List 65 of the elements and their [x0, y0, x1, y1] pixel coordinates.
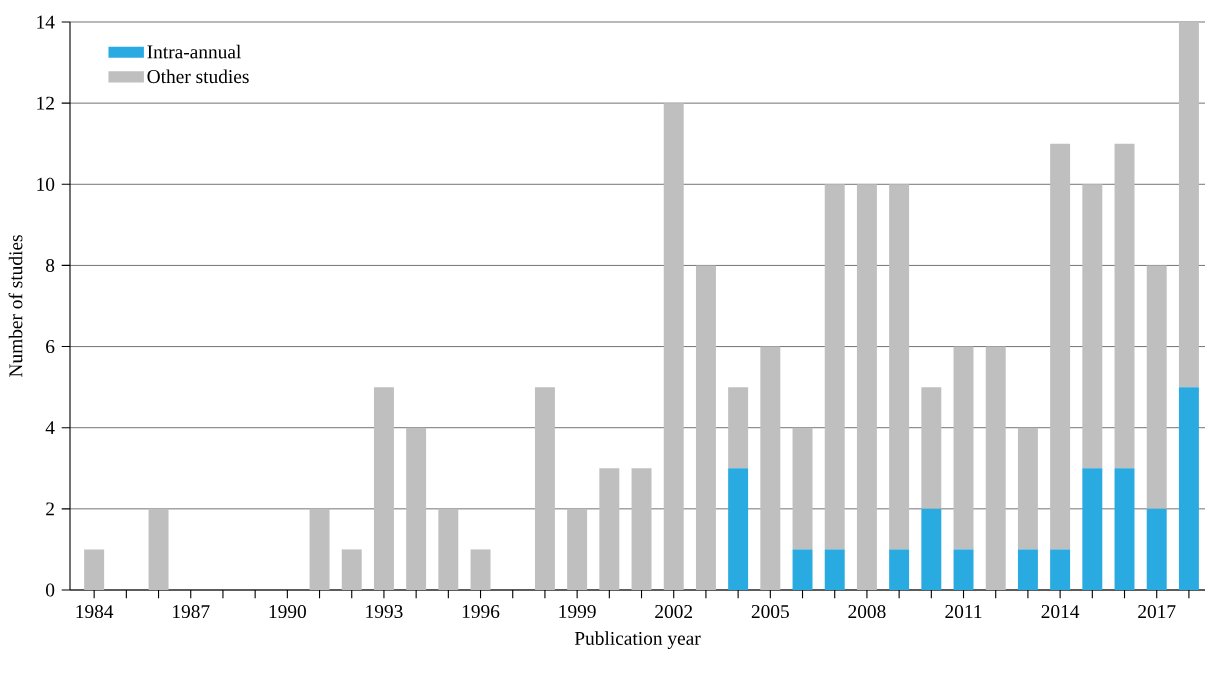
x-tick-label: 1984 [76, 605, 114, 619]
bar [567, 508, 588, 590]
bar [953, 346, 974, 550]
bar [1178, 387, 1199, 590]
bar [792, 427, 813, 550]
bar [921, 508, 942, 590]
bar [695, 265, 716, 590]
bar [760, 346, 781, 590]
bar [631, 468, 652, 590]
bar [1082, 468, 1103, 590]
bar [985, 346, 1006, 590]
bar [309, 508, 330, 590]
bar [728, 387, 749, 469]
x-tick-label: 1993 [366, 605, 403, 619]
y-tick-label: 8 [46, 258, 55, 272]
x-tick-label: 2002 [655, 605, 693, 619]
bar [1178, 21, 1199, 388]
bar [824, 184, 845, 550]
bar [1146, 265, 1167, 509]
bar [470, 549, 491, 590]
y-tick-label: 6 [46, 340, 55, 354]
y-tick-label: 12 [37, 96, 54, 110]
y-tick-label: 2 [46, 502, 54, 516]
x-tick-label: 1990 [269, 605, 306, 619]
bar [84, 549, 105, 590]
bar [792, 549, 813, 590]
x-tick-label: 1996 [462, 605, 500, 619]
x-tick-label: 2008 [848, 605, 886, 619]
x-tick-label: 2014 [1041, 605, 1080, 619]
bar [1146, 508, 1167, 590]
x-tick-label: 1987 [173, 605, 210, 619]
bar [953, 549, 974, 590]
bar [373, 387, 394, 590]
bar [856, 184, 877, 590]
bar [599, 468, 620, 590]
y-tick-label: 4 [45, 421, 55, 435]
bar [889, 184, 910, 550]
legend-label: Intra-annual [147, 44, 241, 59]
bar [341, 549, 362, 590]
bar [663, 103, 684, 590]
bar [1114, 468, 1135, 590]
bar [889, 549, 910, 590]
bar [1050, 143, 1071, 550]
bar [728, 468, 749, 590]
bar [1050, 549, 1071, 590]
bar [921, 387, 942, 509]
bar [824, 549, 845, 590]
x-tick-label: 1999 [559, 605, 596, 619]
y-tick-label: 14 [37, 15, 55, 29]
bar [534, 387, 555, 590]
y-tick-label: 10 [37, 177, 55, 191]
bar [1114, 143, 1135, 469]
x-tick-label: 2017 [1138, 605, 1176, 619]
legend-label: Other studies [147, 69, 249, 84]
bar [1017, 427, 1038, 550]
bar [1017, 549, 1038, 590]
bar [438, 508, 459, 590]
y-tick-label: 0 [46, 583, 55, 597]
x-tick-label: 2005 [751, 605, 789, 619]
bar [406, 427, 427, 590]
bar [1082, 184, 1103, 469]
bar [148, 508, 169, 590]
y-axis-title: Number of studies [8, 235, 23, 377]
x-tick-label: 2011 [945, 605, 982, 619]
x-axis-title: Publication year [574, 631, 701, 649]
